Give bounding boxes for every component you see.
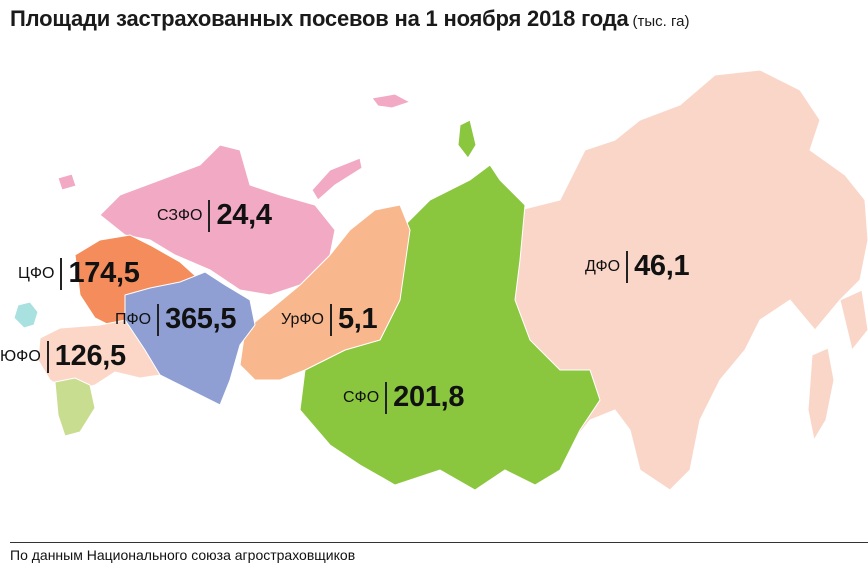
region-skfo [54, 377, 96, 437]
map-title: Площади застрахованных посевов на 1 нояб… [10, 6, 689, 32]
label-dfo-name: ДФО [585, 257, 621, 275]
label-sfo-name: СФО [343, 388, 380, 406]
region-urfo [239, 204, 411, 381]
label-pfo: ПФО 365,5 [115, 303, 236, 336]
label-sfo-value: 201,8 [393, 381, 465, 413]
region-szfo-novaya-zemlya [311, 157, 363, 201]
label-yufo-name: ЮФО [0, 347, 41, 365]
label-szfo-name: СЗФО [157, 206, 203, 224]
label-pfo-value: 365,5 [165, 303, 237, 335]
region-sfo-islands [457, 119, 477, 159]
title-main: Площади застрахованных посевов на 1 нояб… [10, 6, 629, 31]
label-urfo-name: УрФО [281, 310, 324, 328]
source-note: По данным Национального союза агрострахо… [10, 547, 356, 563]
label-urfo: УрФО 5,1 [281, 303, 378, 336]
label-cfo-divider [60, 257, 63, 290]
label-dfo-divider [626, 250, 629, 283]
label-pfo-name: ПФО [115, 310, 152, 328]
region-pfo [124, 271, 256, 406]
label-dfo: ДФО 46,1 [585, 250, 690, 283]
region-yufo [37, 319, 161, 393]
region-dfo-sakhalin [807, 347, 835, 442]
label-szfo-divider [208, 199, 211, 232]
label-cfo: ЦФО 174,5 [18, 257, 140, 290]
label-szfo: СЗФО 24,4 [157, 199, 272, 232]
label-pfo-divider [157, 303, 160, 336]
label-urfo-divider [329, 303, 332, 336]
label-cfo-name: ЦФО [18, 264, 55, 282]
label-szfo-value: 24,4 [216, 199, 272, 231]
region-szfo-kaliningrad [57, 173, 77, 191]
footer-divider [10, 542, 868, 543]
region-crimea [13, 301, 39, 329]
region-dfo-kamchatka [839, 289, 868, 352]
label-cfo-value: 174,5 [68, 257, 140, 289]
label-yufo-divider [46, 340, 49, 373]
label-yufo: ЮФО 126,5 [0, 340, 126, 373]
region-sfo [299, 164, 601, 491]
label-yufo-value: 126,5 [54, 340, 126, 372]
label-dfo-value: 46,1 [634, 250, 690, 282]
label-urfo-value: 5,1 [337, 303, 378, 335]
region-szfo [99, 144, 336, 296]
label-sfo: СФО 201,8 [343, 381, 465, 414]
label-sfo-divider [385, 381, 388, 414]
region-szfo-franz-josef [371, 93, 412, 109]
title-unit: (тыс. га) [632, 13, 690, 30]
